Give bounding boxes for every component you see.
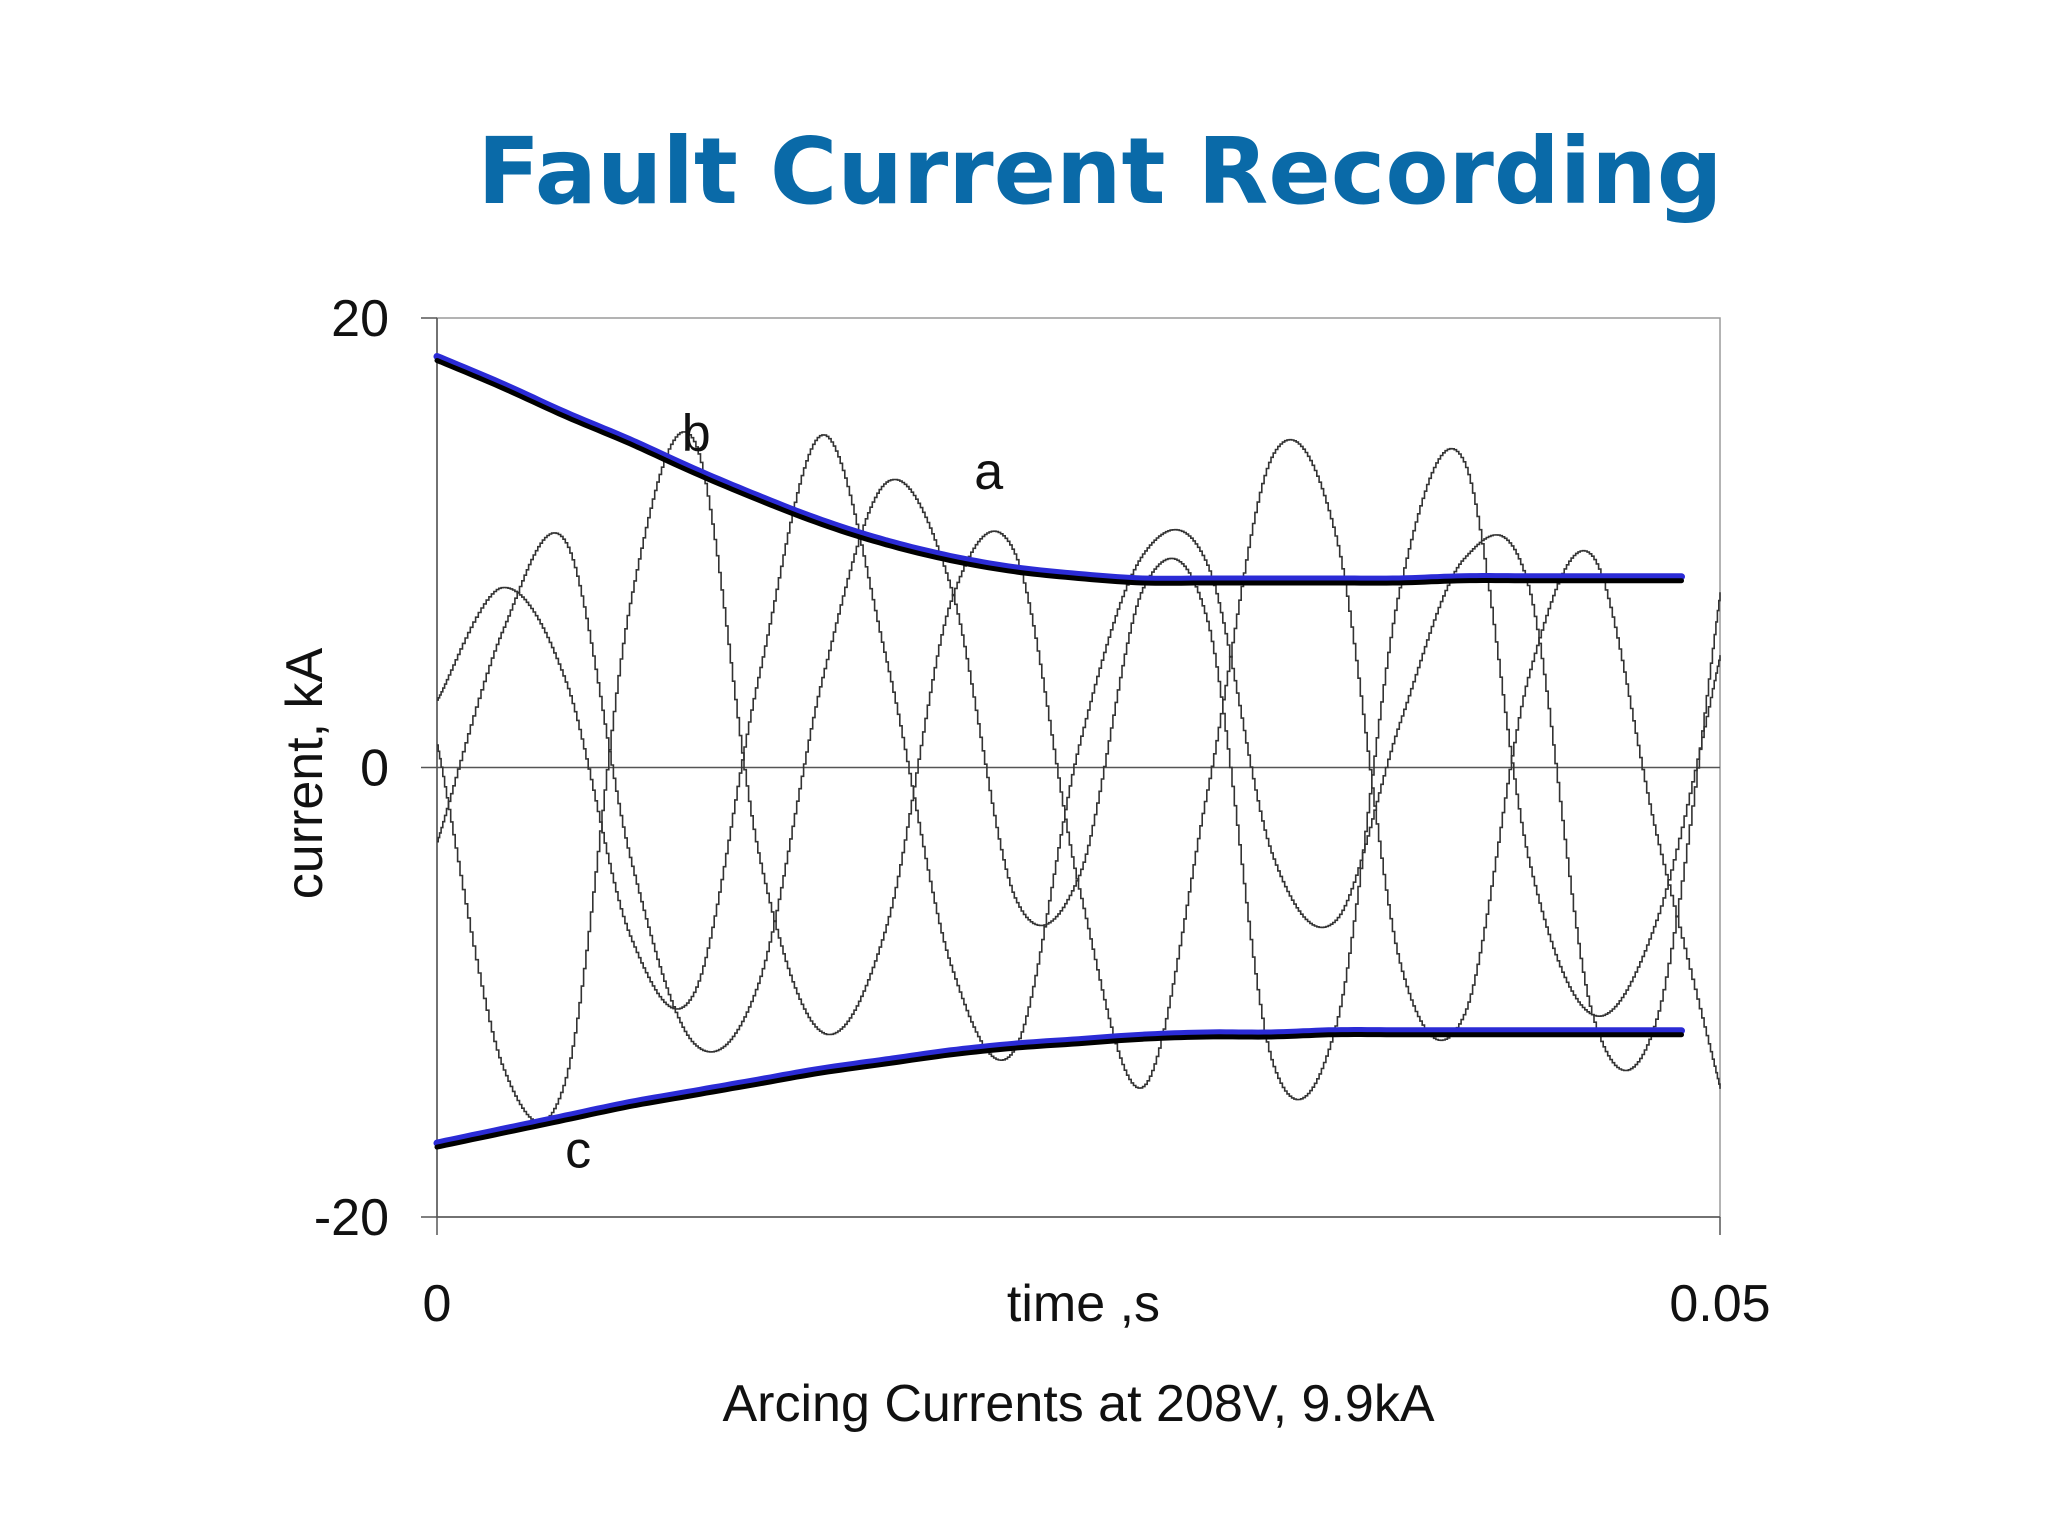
lower-envelope [434,1032,1684,1150]
chart-labels: time ,s current, kA Arcing Currents at 208… [276,405,1435,1433]
slide-title: Fault Current Recording [477,118,1723,225]
x-tick-label: 0 [423,1275,452,1333]
upper-envelope [434,358,1684,586]
y-tick-label: 20 [331,290,389,348]
y-axis-label: current, kA [276,647,334,899]
plot-frame [436,317,1721,1218]
lower-envelope-highlight [433,1027,1685,1147]
waveform-b [437,431,1721,1123]
curve-label-c: c [565,1122,591,1180]
waveform-series [437,431,1721,1123]
curve-label-b: b [682,405,711,463]
waveform-c [437,434,1721,1072]
envelope-series [433,353,1685,1150]
y-tick-label: -20 [314,1189,389,1247]
axis-ticks: 20 0 -20 0 0.05 [314,290,1771,1333]
x-tick-label: 0.05 [1669,1275,1770,1333]
x-axis-label: time ,s [1007,1275,1160,1333]
upper-envelope-highlight [433,353,1685,583]
waveform-a [437,447,1721,1101]
y-tick-label: 0 [360,740,389,798]
curve-label-a: a [974,443,1003,501]
chart-caption: Arcing Currents at 208V, 9.9kA [722,1375,1434,1433]
